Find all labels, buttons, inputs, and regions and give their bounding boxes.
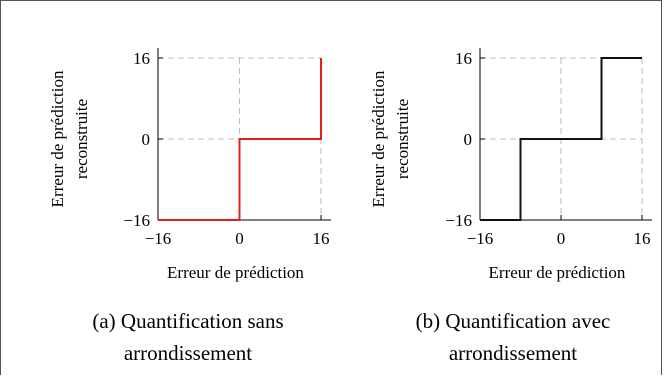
panel-a-y-tick-label-1: 0 bbox=[142, 130, 151, 149]
panel-b-x-tick-label-2: 16 bbox=[634, 229, 651, 248]
panel-a-x-tick-label-1: 0 bbox=[235, 229, 244, 248]
panel-a-caption-line2: arrondissement bbox=[124, 341, 252, 365]
panel-a-x-axis-label: Erreur de prédiction bbox=[167, 263, 304, 282]
panel-b-y-tick-label-1: 0 bbox=[464, 130, 473, 149]
panel-b-y-tick-label-2: 16 bbox=[455, 49, 472, 68]
panel-b-series-line-0 bbox=[480, 57, 642, 221]
panel-b-x-axis-label: Erreur de prédiction bbox=[489, 263, 626, 282]
panel-b-caption-line1: (b) Quantification avec bbox=[416, 309, 611, 333]
panel-b-y-tick-label-0: −16 bbox=[445, 211, 472, 230]
panel-b-x-tick-label-0: −16 bbox=[467, 229, 494, 248]
panel-a-y-axis-label-line2: reconstruite bbox=[72, 99, 91, 179]
panel-a-caption-line1: (a) Quantification sans bbox=[92, 309, 283, 333]
panel-b-y-axis-label-line1: Erreur de prédiction bbox=[369, 70, 388, 207]
panel-a-y-axis-label-line1: Erreur de prédiction bbox=[48, 70, 67, 207]
panel-a-y-tick-label-2: 16 bbox=[133, 49, 150, 68]
panel-b-x-tick-label-1: 0 bbox=[557, 229, 566, 248]
panel-a-series-line-0 bbox=[158, 58, 322, 221]
panel-a-x-tick-label-0: −16 bbox=[145, 229, 172, 248]
panel-a-x-tick-label-2: 16 bbox=[313, 229, 330, 248]
panel-a-y-tick-label-0: −16 bbox=[123, 211, 150, 230]
panel-b-caption-line2: arrondissement bbox=[449, 341, 577, 365]
panel-b-y-axis-label-line2: reconstruite bbox=[393, 99, 412, 179]
